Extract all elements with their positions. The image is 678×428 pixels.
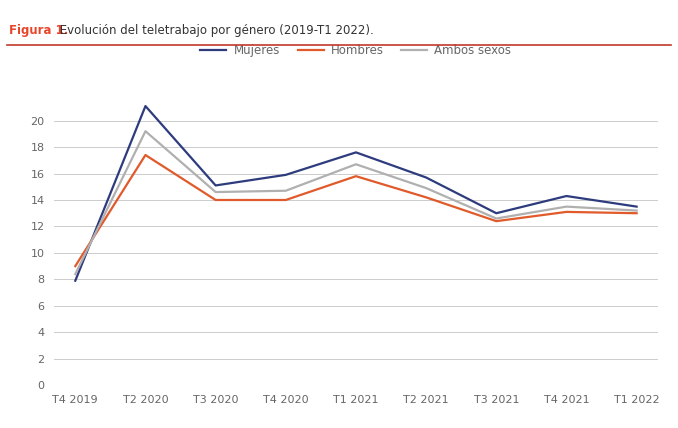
Text: Evolución del teletrabajo por género (2019-T1 2022).: Evolución del teletrabajo por género (20…	[56, 24, 374, 36]
Text: Figura 1.: Figura 1.	[9, 24, 68, 36]
Legend: Mujeres, Hombres, Ambos sexos: Mujeres, Hombres, Ambos sexos	[196, 39, 516, 61]
